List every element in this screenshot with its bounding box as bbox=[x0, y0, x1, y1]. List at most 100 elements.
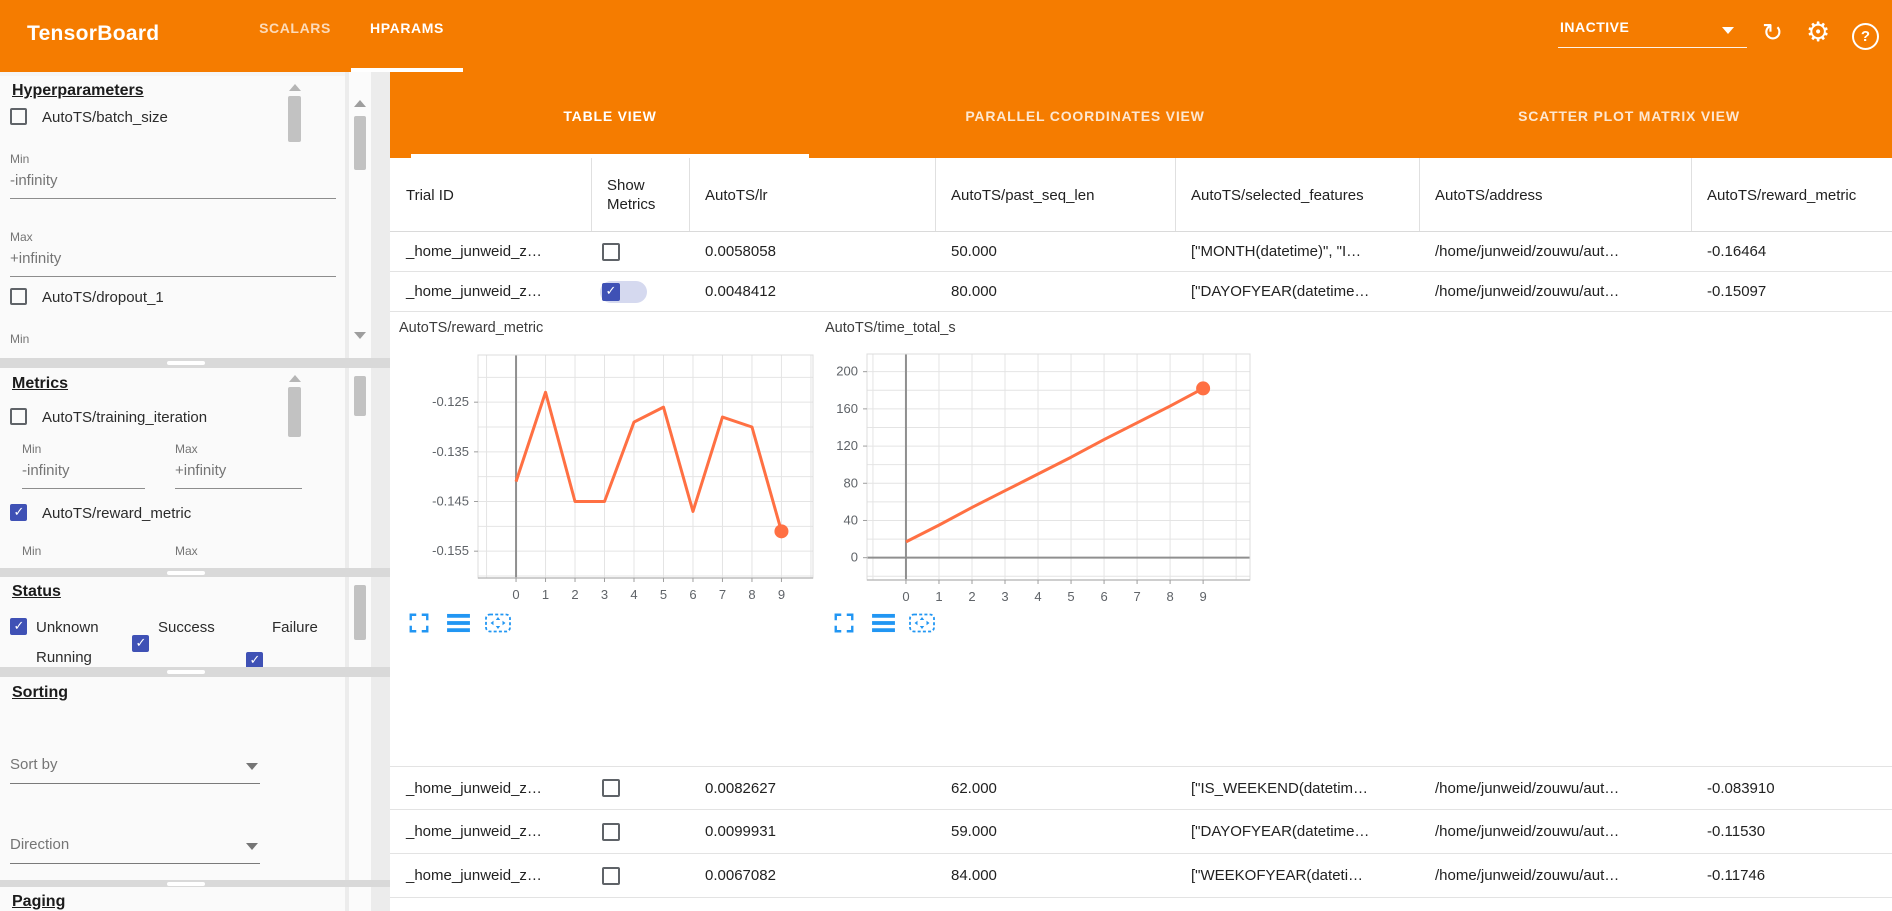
drag-handle[interactable] bbox=[167, 670, 205, 674]
reload-icon[interactable]: ↻ bbox=[1762, 19, 1783, 47]
scroll-up-icon[interactable] bbox=[289, 375, 301, 382]
chart-title: AutoTS/time_total_s bbox=[825, 320, 956, 336]
scrollbar-thumb[interactable] bbox=[354, 116, 366, 170]
show-metrics-checkbox[interactable] bbox=[602, 866, 620, 885]
section-divider[interactable] bbox=[0, 880, 390, 887]
svg-text:7: 7 bbox=[719, 587, 726, 602]
svg-text:8: 8 bbox=[748, 587, 755, 602]
metric-training-iteration-checkbox[interactable] bbox=[10, 408, 27, 425]
section-divider[interactable] bbox=[0, 667, 390, 677]
metrics-section: Metrics AutoTS/training_iteration Min Ma… bbox=[0, 368, 345, 568]
section-divider[interactable] bbox=[0, 568, 390, 577]
chart-title: AutoTS/reward_metric bbox=[399, 320, 544, 336]
address-cell: /home/junweid/zouwu/aut… bbox=[1435, 823, 1620, 840]
tab-table-view[interactable]: TABLE VIEW bbox=[563, 108, 657, 124]
list-icon[interactable] bbox=[447, 613, 470, 633]
address-cell: /home/junweid/zouwu/aut… bbox=[1435, 283, 1620, 300]
drag-handle[interactable] bbox=[167, 361, 205, 365]
svg-text:0: 0 bbox=[851, 550, 858, 565]
fit-to-screen-icon[interactable] bbox=[484, 611, 512, 635]
drag-handle[interactable] bbox=[167, 881, 205, 886]
scrollbar-thumb[interactable] bbox=[288, 96, 301, 142]
svg-text:-0.155: -0.155 bbox=[432, 543, 469, 558]
dropdown-underline bbox=[1558, 47, 1747, 48]
svg-text:40: 40 bbox=[844, 512, 858, 527]
run-status-dropdown[interactable]: INACTIVE bbox=[1560, 19, 1630, 35]
table-row: _home_junweid_z… 0.0099931 59.000 ["DAYO… bbox=[390, 810, 1892, 854]
list-icon[interactable] bbox=[872, 613, 895, 633]
hparam-batch-size-checkbox[interactable] bbox=[10, 108, 27, 125]
column-header-past-seq-len: AutoTS/past_seq_len bbox=[951, 186, 1095, 204]
expand-icon[interactable] bbox=[408, 612, 430, 634]
show-metrics-cell bbox=[591, 767, 689, 809]
min-label: Min bbox=[10, 332, 30, 346]
svg-text:200: 200 bbox=[836, 364, 858, 379]
status-failure-checkbox[interactable] bbox=[246, 652, 263, 667]
status-section: Status Unknown Success Failure Running bbox=[0, 577, 345, 667]
show-metrics-checkbox[interactable] bbox=[602, 242, 620, 261]
past-seq-len-cell: 84.000 bbox=[951, 867, 997, 884]
direction-select[interactable]: Direction bbox=[10, 832, 260, 864]
min-input[interactable]: -infinity bbox=[10, 172, 336, 199]
section-divider[interactable] bbox=[0, 358, 390, 368]
tab-parallel-coordinates-view[interactable]: PARALLEL COORDINATES VIEW bbox=[965, 108, 1205, 124]
reward-metric-cell: -0.15097 bbox=[1707, 283, 1767, 300]
hparam-dropout-checkbox[interactable] bbox=[10, 288, 27, 305]
table-row: _home_junweid_z… 0.0067082 84.000 ["WEEK… bbox=[390, 854, 1892, 898]
status-unknown-checkbox[interactable] bbox=[10, 618, 27, 635]
status-label: Unknown bbox=[36, 619, 99, 636]
sort-by-select[interactable]: Sort by bbox=[10, 752, 260, 784]
sort-caret-icon[interactable] bbox=[246, 843, 258, 850]
svg-text:-0.145: -0.145 bbox=[432, 494, 469, 509]
reward-metric-line-chart[interactable]: -0.125 -0.135 -0.145 -0.155 0 1 2 3 4 5 6 7 8 9 bbox=[390, 345, 840, 607]
table-row: _home_junweid_z… 0.0048412 80.000 ["DAYO… bbox=[390, 272, 1892, 312]
scrollbar-thumb[interactable] bbox=[354, 376, 366, 416]
max-input[interactable]: +infinity bbox=[10, 250, 336, 277]
show-metrics-checkbox[interactable] bbox=[602, 282, 620, 301]
metric-reward-metric-checkbox[interactable] bbox=[10, 504, 27, 521]
active-view-tab-indicator bbox=[411, 154, 809, 158]
tab-hparams[interactable]: HPARAMS bbox=[370, 20, 444, 36]
sidebar-scrollbar[interactable] bbox=[349, 72, 371, 911]
section-title: Hyperparameters bbox=[12, 82, 144, 99]
lr-cell: 0.0082627 bbox=[705, 779, 776, 797]
scroll-down-icon[interactable] bbox=[354, 332, 366, 339]
show-metrics-checkbox[interactable] bbox=[602, 822, 620, 841]
max-label: Max bbox=[10, 230, 33, 244]
svg-text:-0.135: -0.135 bbox=[432, 444, 469, 459]
help-icon[interactable]: ? bbox=[1852, 23, 1879, 50]
min-label: Min bbox=[22, 544, 42, 558]
selected-features-cell: ["IS_WEEKEND(datetim… bbox=[1191, 779, 1369, 797]
show-metrics-checkbox[interactable] bbox=[602, 779, 620, 797]
column-header-selected-features: AutoTS/selected_features bbox=[1191, 186, 1364, 204]
status-label: Running bbox=[36, 649, 92, 666]
section-title: Paging bbox=[12, 893, 66, 910]
metric-label: AutoTS/training_iteration bbox=[42, 409, 208, 426]
min-label: Min bbox=[10, 152, 30, 166]
svg-text:80: 80 bbox=[844, 475, 858, 490]
drag-handle[interactable] bbox=[167, 570, 205, 575]
scrollbar-thumb[interactable] bbox=[354, 585, 366, 640]
scrollbar-thumb[interactable] bbox=[288, 387, 301, 437]
scroll-up-icon[interactable] bbox=[289, 84, 301, 91]
svg-text:5: 5 bbox=[1067, 589, 1074, 604]
sort-caret-icon[interactable] bbox=[246, 763, 258, 770]
expand-icon[interactable] bbox=[833, 612, 855, 634]
section-title: Metrics bbox=[12, 375, 69, 392]
svg-text:-0.125: -0.125 bbox=[432, 394, 469, 409]
status-success-checkbox[interactable] bbox=[132, 635, 149, 652]
past-seq-len-cell: 59.000 bbox=[951, 823, 997, 840]
fit-to-screen-icon[interactable] bbox=[908, 611, 936, 635]
dropdown-caret-icon[interactable] bbox=[1722, 27, 1734, 34]
svg-text:1: 1 bbox=[935, 589, 942, 604]
min-input[interactable]: -infinity bbox=[22, 462, 145, 489]
svg-text:120: 120 bbox=[836, 438, 858, 453]
hparam-label: AutoTS/dropout_1 bbox=[42, 289, 164, 306]
settings-icon[interactable]: ⚙ bbox=[1806, 17, 1831, 47]
tab-scatter-plot-matrix-view[interactable]: SCATTER PLOT MATRIX VIEW bbox=[1518, 108, 1740, 124]
scroll-up-icon[interactable] bbox=[354, 100, 366, 107]
max-input[interactable]: +infinity bbox=[175, 462, 302, 489]
time-total-line-chart[interactable]: 200 160 120 80 40 0 0 1 2 3 4 5 6 7 8 9 bbox=[820, 345, 1270, 607]
tab-scalars[interactable]: SCALARS bbox=[259, 20, 331, 36]
